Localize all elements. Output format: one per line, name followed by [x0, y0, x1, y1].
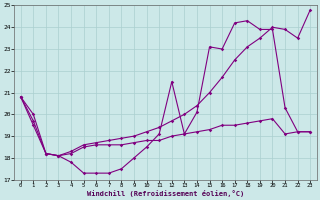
X-axis label: Windchill (Refroidissement éolien,°C): Windchill (Refroidissement éolien,°C): [87, 190, 244, 197]
